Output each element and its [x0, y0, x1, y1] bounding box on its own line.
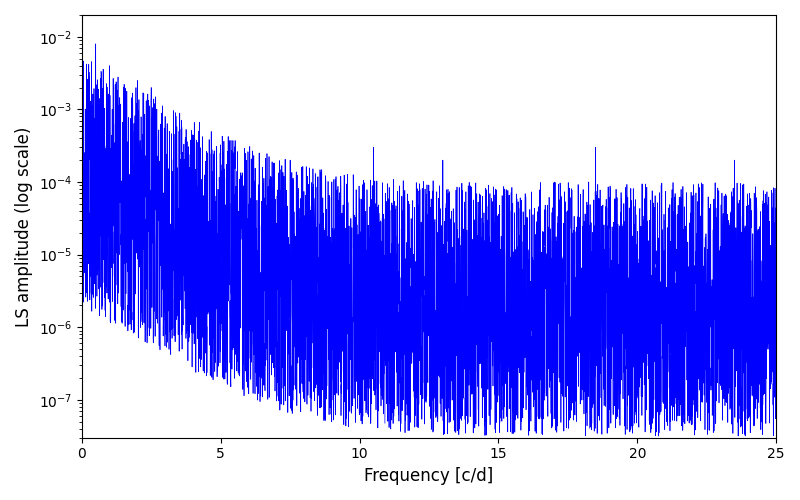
X-axis label: Frequency [c/d]: Frequency [c/d] [364, 467, 494, 485]
Y-axis label: LS amplitude (log scale): LS amplitude (log scale) [15, 126, 33, 326]
